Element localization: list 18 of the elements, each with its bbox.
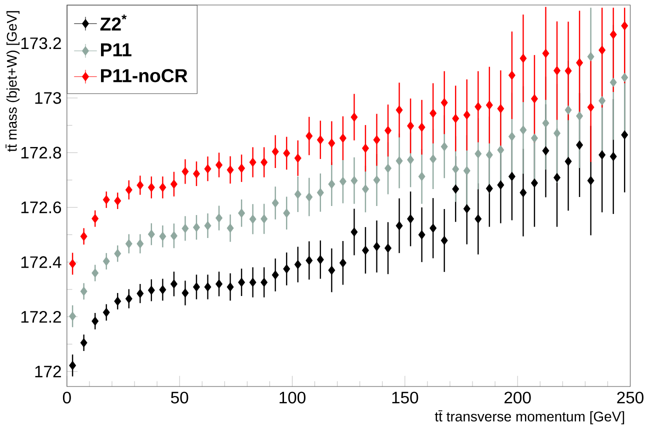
legend-label: P11 (101, 43, 132, 56)
x-tick-label: 150 (392, 391, 418, 404)
legend-label: P11-noCR (101, 68, 188, 82)
x-tick-label: 100 (280, 391, 306, 404)
y-tick-label: 172 (35, 365, 61, 378)
y-tick-label: 172.6 (21, 201, 62, 214)
x-tick-label: 250 (617, 391, 644, 404)
x-tick-label: 0 (62, 391, 71, 404)
y-tick-label: 172.8 (21, 146, 62, 158)
y-tick-label: 173.2 (21, 37, 61, 49)
x-tick-label: 200 (504, 391, 531, 404)
y-axis-title: tt̄ mass (bjet+W) [GeV] (6, 10, 20, 152)
y-tick-label: 173 (35, 92, 62, 104)
y-tick-label: 172.2 (21, 310, 61, 322)
legend-label: Z2$^{*}$ (100, 14, 127, 30)
x-tick-label: 50 (170, 391, 188, 404)
x-axis-title: tt̄ transverse momentum [GeV] (434, 410, 624, 424)
y-tick-label: 172.4 (21, 256, 62, 268)
